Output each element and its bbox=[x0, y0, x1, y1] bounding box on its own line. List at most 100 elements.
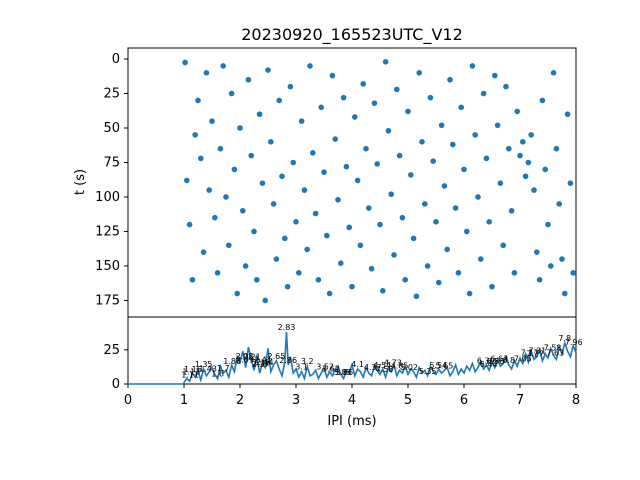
scatter-point bbox=[354, 177, 361, 184]
histogram-peak-label: 7.17 bbox=[521, 349, 539, 358]
scatter-point bbox=[245, 76, 252, 83]
scatter-point bbox=[279, 173, 285, 180]
x-tick-label: 1 bbox=[180, 393, 188, 408]
scatter-point bbox=[310, 150, 316, 156]
histogram-peak-label: 4.58 bbox=[376, 365, 394, 374]
histogram-peak-label: 6.39 bbox=[477, 357, 495, 366]
scatter-point bbox=[182, 59, 188, 66]
histogram-y-tick-label: 25 bbox=[103, 343, 120, 358]
scatter-point bbox=[262, 297, 269, 304]
histogram-peak-label: 5.35 bbox=[419, 367, 437, 376]
scatter-point bbox=[564, 111, 571, 118]
x-tick-label: 2 bbox=[236, 393, 244, 408]
scatter-point bbox=[489, 283, 495, 290]
scatter-y-tick-label: 125 bbox=[95, 224, 120, 239]
scatter-point bbox=[217, 145, 224, 152]
histogram-peak-label: 4.73 bbox=[384, 359, 402, 368]
scatter-point bbox=[203, 70, 210, 76]
histogram-peak-label: 4.1 bbox=[351, 360, 364, 369]
scatter-point bbox=[298, 118, 305, 124]
scatter-point bbox=[329, 72, 336, 79]
histogram-peak-label: 1.13 bbox=[182, 367, 200, 376]
scatter-point bbox=[206, 187, 212, 193]
scatter-point bbox=[324, 232, 330, 239]
scatter-point bbox=[340, 94, 347, 101]
scatter-point bbox=[352, 114, 358, 120]
histogram-peak-label: 2.44 bbox=[256, 358, 274, 367]
scatter-point bbox=[520, 139, 526, 145]
scatter-point bbox=[528, 132, 534, 138]
histogram-peak-label: 3.86 bbox=[335, 368, 353, 377]
scatter-point bbox=[265, 67, 271, 73]
scatter-point bbox=[444, 246, 451, 253]
histogram-peak-label: 3.1 bbox=[295, 363, 308, 372]
scatter-point bbox=[514, 108, 520, 115]
scatter-point bbox=[492, 72, 498, 79]
scatter-point bbox=[450, 141, 456, 148]
scatter-point bbox=[184, 177, 190, 184]
scatter-point bbox=[189, 276, 196, 283]
scatter-point bbox=[475, 194, 481, 200]
histogram-y-tick-label: 0 bbox=[112, 377, 120, 392]
scatter-point bbox=[326, 290, 333, 297]
histogram-peak-label: 2.09 bbox=[236, 355, 254, 364]
scatter-point bbox=[500, 242, 507, 249]
scatter-point bbox=[402, 276, 409, 283]
scatter-points bbox=[182, 58, 576, 304]
x-tick-label: 5 bbox=[404, 393, 412, 408]
scatter-point bbox=[472, 132, 479, 138]
scatter-point bbox=[296, 270, 302, 276]
histogram-peak-label: 4.37 bbox=[364, 363, 382, 372]
scatter-point bbox=[539, 97, 546, 104]
scatter-point bbox=[548, 263, 554, 269]
scatter-point bbox=[226, 242, 232, 249]
histogram-peak-labels: 1.111.131.161.351.431.61.71.862.082.092.… bbox=[181, 323, 582, 380]
scatter-point bbox=[494, 122, 501, 129]
histogram-peak-label: 7.96 bbox=[565, 338, 583, 347]
scatter-point bbox=[433, 219, 439, 225]
scatter-point bbox=[388, 191, 395, 198]
scatter-point bbox=[559, 256, 565, 262]
histogram-peak-label: 7.05 bbox=[514, 354, 532, 363]
scatter-point bbox=[343, 163, 350, 170]
scatter-y-tick-label: 50 bbox=[103, 121, 120, 136]
scatter-point bbox=[223, 194, 229, 200]
scatter-point bbox=[522, 173, 529, 180]
scatter-point bbox=[438, 122, 445, 129]
scatter-point bbox=[503, 83, 509, 90]
histogram-peak-label: 4.54 bbox=[373, 361, 391, 370]
scatter-point bbox=[312, 210, 319, 217]
scatter-point bbox=[209, 118, 215, 124]
scatter-point bbox=[483, 155, 490, 162]
scatter-point bbox=[419, 139, 425, 145]
scatter-point bbox=[399, 214, 406, 221]
scatter-point bbox=[517, 152, 523, 159]
histogram-peak-label: 1.11 bbox=[181, 371, 199, 380]
scatter-point bbox=[486, 219, 493, 225]
histogram-peak-label: 3.2 bbox=[301, 357, 314, 366]
scatter-point bbox=[357, 242, 364, 249]
histogram-peak-label: 2.41 bbox=[254, 355, 272, 364]
histogram-axes: 1.111.131.161.351.431.61.71.862.082.092.… bbox=[103, 316, 583, 429]
x-tick-label: 4 bbox=[348, 393, 356, 408]
scatter-point bbox=[186, 221, 193, 228]
scatter-point bbox=[534, 249, 540, 255]
scatter-point bbox=[531, 187, 537, 193]
scatter-point bbox=[212, 214, 218, 221]
histogram-peak-label: 2.21 bbox=[243, 353, 261, 362]
scatter-point bbox=[318, 104, 325, 111]
scatter-point bbox=[251, 228, 257, 235]
histogram-peak-label: 2.83 bbox=[278, 323, 296, 332]
histogram-peak-label: 2.38 bbox=[252, 358, 270, 367]
x-tick-label: 6 bbox=[460, 393, 468, 408]
histogram-peak-label: 2.37 bbox=[252, 360, 270, 369]
scatter-point bbox=[480, 90, 487, 97]
scatter-point bbox=[248, 152, 254, 159]
scatter-point bbox=[301, 187, 308, 193]
scatter-point bbox=[464, 228, 470, 235]
histogram-peak-label: 1.7 bbox=[217, 364, 230, 373]
scatter-point bbox=[542, 166, 548, 173]
scatter-point bbox=[413, 293, 420, 300]
